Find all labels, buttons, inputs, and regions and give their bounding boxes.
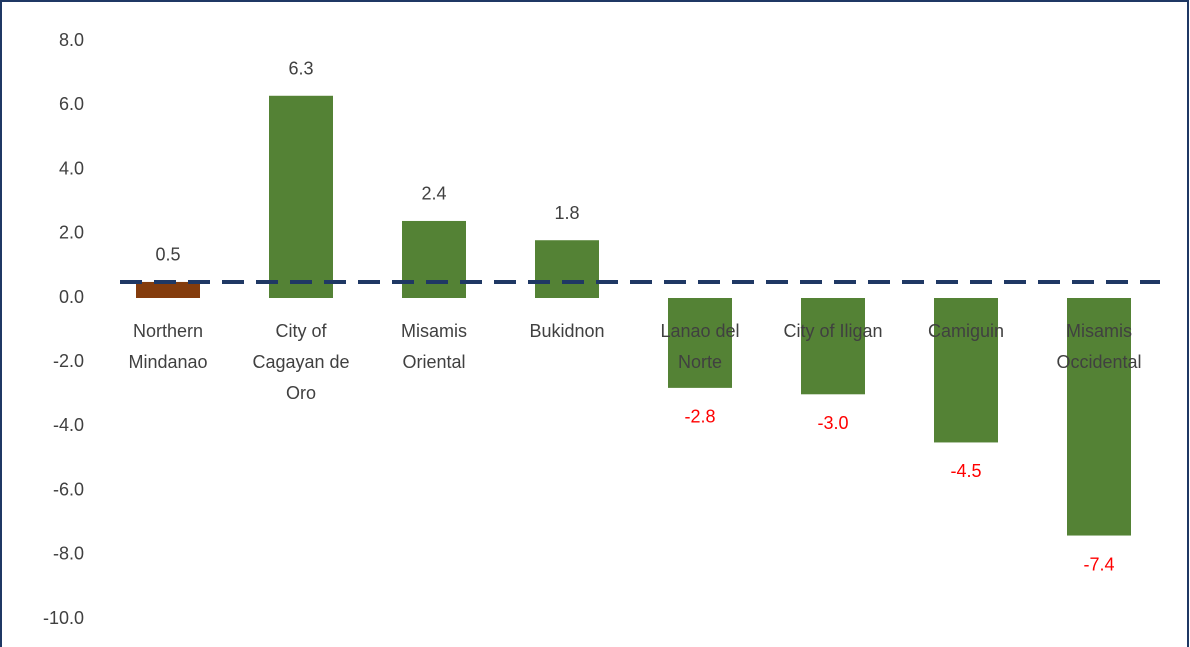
bar	[402, 220, 466, 298]
x-tick-label: Misamis Occidental	[1056, 321, 1142, 372]
y-tick-label: 6.0	[59, 94, 84, 114]
bar	[1067, 298, 1131, 536]
bar	[668, 298, 732, 388]
y-tick-label: -6.0	[53, 479, 84, 499]
y-tick-label: -4.0	[53, 415, 84, 435]
bar	[136, 281, 200, 298]
bar	[801, 298, 865, 395]
data-label: -3.0	[817, 413, 848, 433]
x-tick-label: City of Cagayan de Oro	[252, 321, 350, 403]
bar	[535, 240, 599, 298]
y-tick-label: -2.0	[53, 351, 84, 371]
data-label: 6.3	[288, 59, 313, 79]
x-tick-label: Lanao del Norte	[660, 321, 740, 372]
data-label: -7.4	[1083, 554, 1114, 574]
x-tick-label: Camiguin	[927, 321, 1005, 341]
y-tick-label: 0.0	[59, 287, 84, 307]
x-tick-label: City of Iligan	[783, 321, 883, 341]
x-tick-label: Northern Mindanao	[128, 321, 208, 372]
y-tick-label: 8.0	[59, 30, 84, 50]
data-label: -4.5	[950, 461, 981, 481]
y-tick-label: 4.0	[59, 158, 84, 178]
bar	[269, 95, 333, 299]
y-tick-label: 2.0	[59, 223, 84, 243]
y-tick-label: -10.0	[43, 608, 84, 628]
x-tick-label: Bukidnon	[529, 321, 605, 341]
x-tick-label: Misamis Oriental	[401, 321, 467, 372]
bar	[934, 298, 998, 443]
data-label: 0.5	[155, 245, 180, 265]
data-label: 1.8	[554, 203, 579, 223]
y-tick-label: -8.0	[53, 544, 84, 564]
data-label: 2.4	[421, 184, 446, 204]
data-label: -2.8	[684, 407, 715, 427]
